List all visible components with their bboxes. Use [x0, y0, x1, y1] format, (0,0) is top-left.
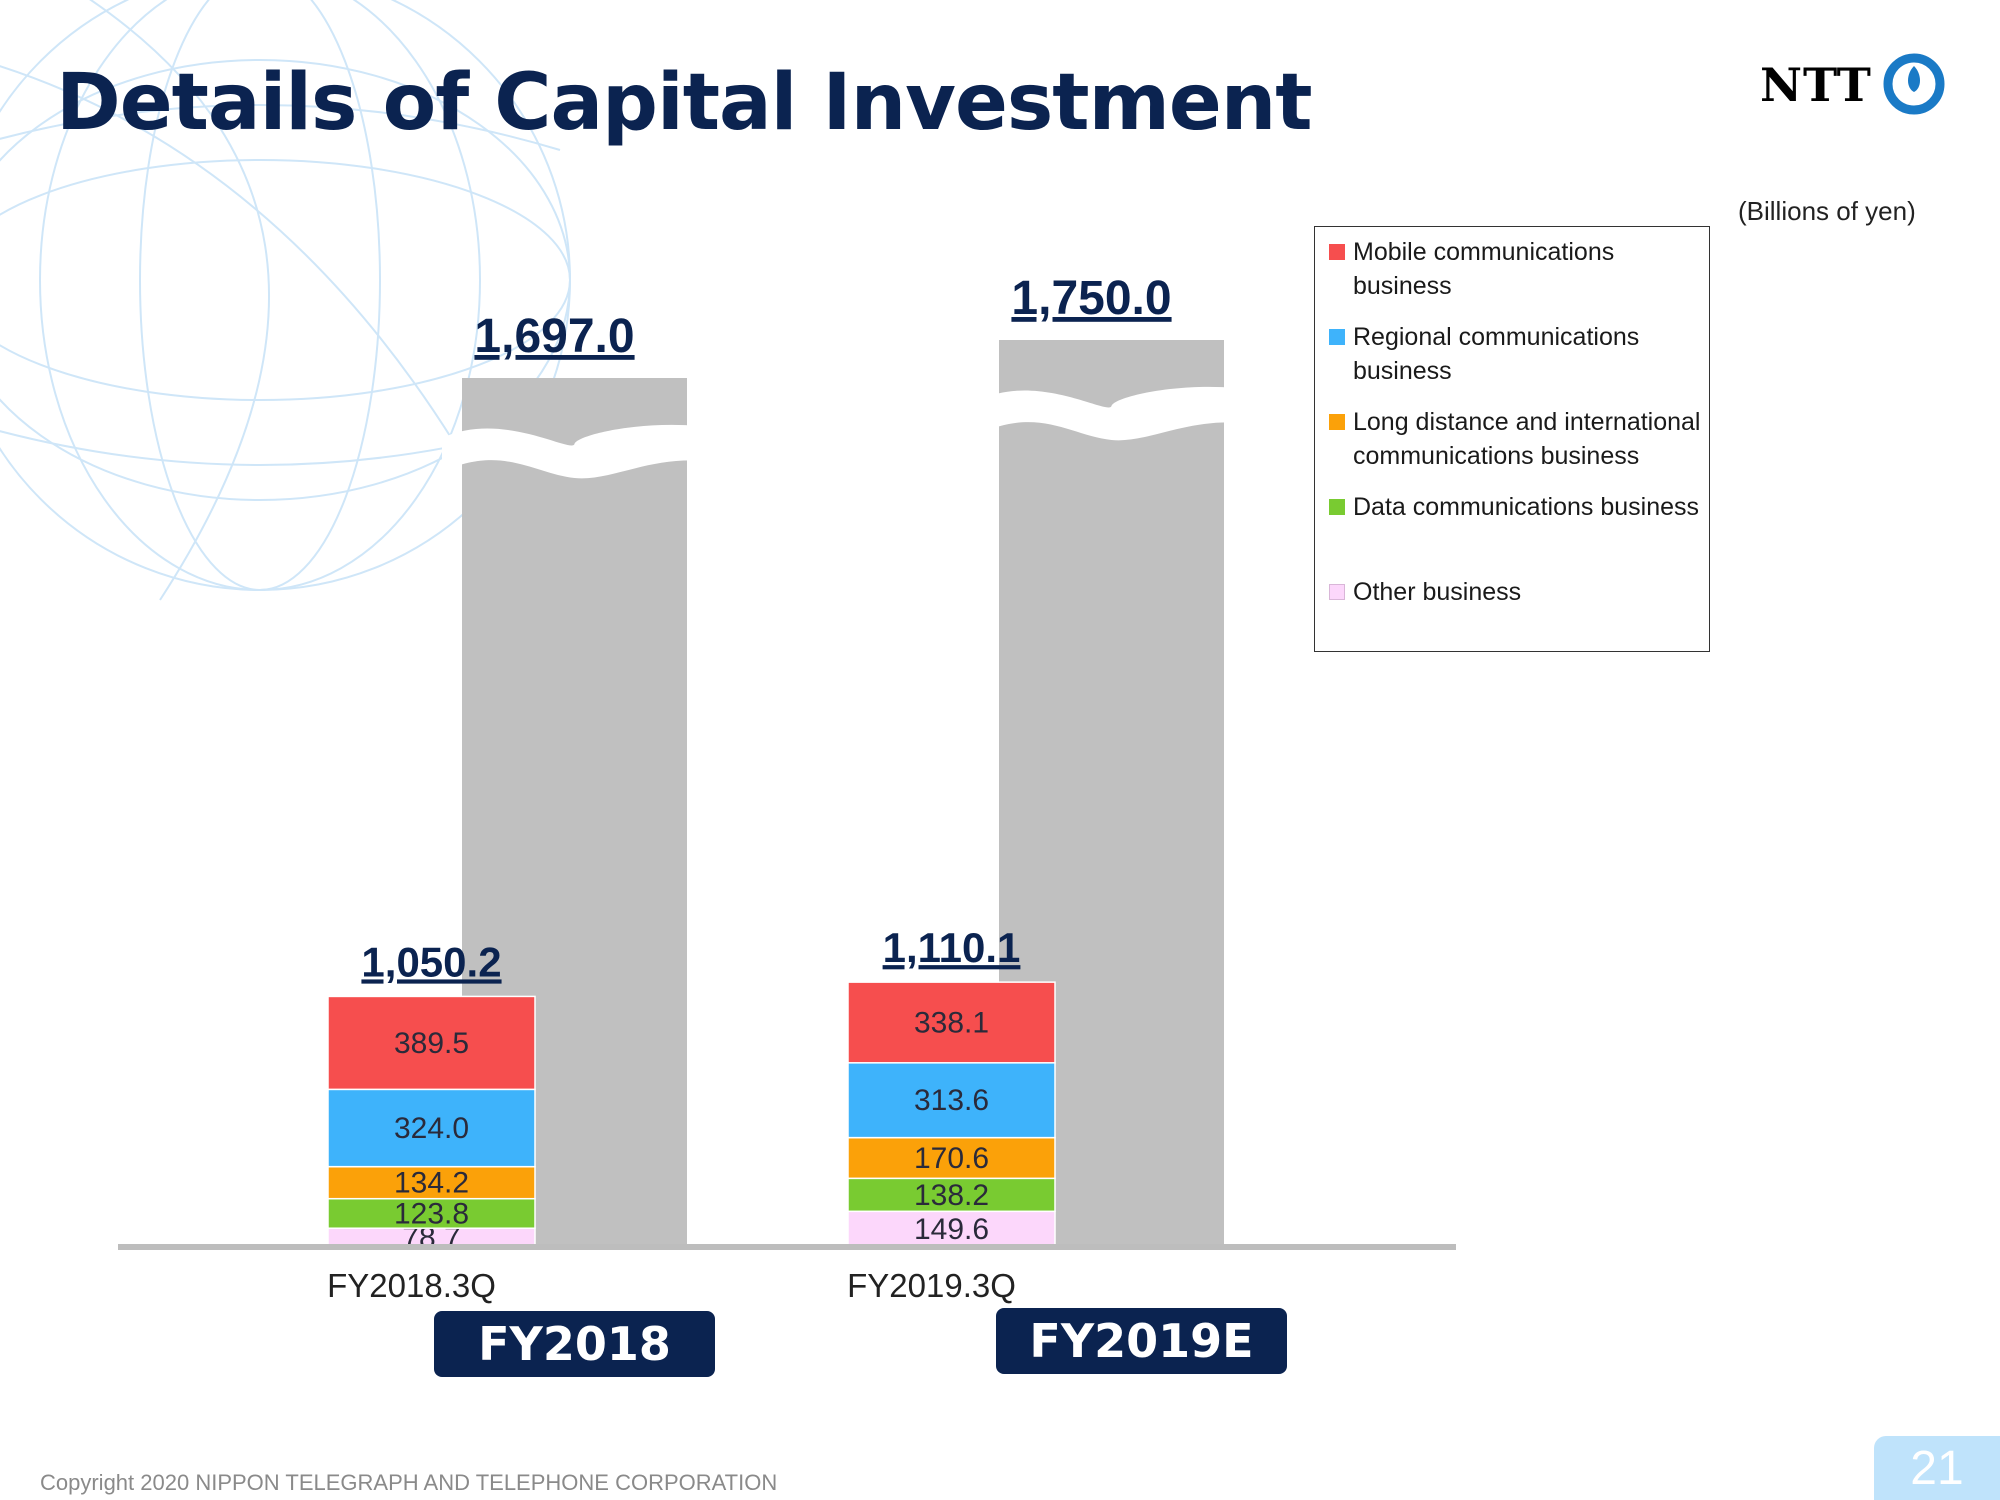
legend-swatch-data	[1329, 499, 1345, 515]
legend-label-regional: Regional communications business	[1353, 323, 1640, 385]
stacked-bar-segment-1-2	[847, 1136, 1056, 1180]
segment-value-label-0-1: 123.8	[394, 1197, 469, 1230]
stacked-bar-segment-0-2	[327, 1165, 536, 1200]
full-year-total-label-0: 1,697.0	[474, 310, 634, 363]
fy2019e-badge: FY2019E	[996, 1308, 1287, 1374]
axis-break-0	[442, 424, 727, 479]
segment-value-label-0-2: 134.2	[394, 1167, 469, 1200]
stacked-bar-segment-0-4	[327, 995, 536, 1091]
legend-label-data: Data communications business	[1353, 493, 1699, 521]
axis-break-1	[979, 386, 1264, 441]
legend-swatch-long-distance	[1329, 414, 1345, 430]
unit-note: (Billions of yen)	[1738, 196, 1916, 226]
legend-label-long-distance: Long distance and international communic…	[1353, 408, 1701, 470]
stacked-bar-segment-1-3	[847, 1062, 1056, 1139]
page-title: Details of Capital Investment	[56, 58, 1313, 148]
segment-value-label-1-1: 138.2	[914, 1179, 989, 1212]
stacked-bar-segment-0-1	[327, 1197, 536, 1229]
segment-value-label-1-0: 149.6	[914, 1213, 989, 1246]
segment-value-label-1-3: 313.6	[914, 1084, 989, 1117]
ntt-logo-icon	[1883, 53, 1945, 115]
legend-swatch-regional	[1329, 329, 1345, 345]
full-year-total-label-1: 1,750.0	[1011, 272, 1171, 325]
legend-swatch-other	[1329, 584, 1345, 600]
stacked-bar-segment-1-4	[847, 981, 1056, 1064]
legend-label-other: Other business	[1353, 578, 1522, 606]
copyright-text: Copyright 2020 NIPPON TELEGRAPH AND TELE…	[40, 1470, 778, 1495]
fy2018-badge: FY2018	[434, 1311, 715, 1377]
total-label-1: 1,110.1	[883, 924, 1021, 971]
logo-wordmark: NTT	[1760, 58, 1872, 112]
total-label-0: 1,050.2	[361, 938, 501, 985]
chart-legend: Mobile communications business Regional …	[1314, 226, 1710, 652]
segment-value-label-1-4: 338.1	[914, 1006, 989, 1039]
stacked-bar-segment-0-3	[327, 1088, 536, 1168]
category-label-1: FY2019.3Q	[847, 1267, 1016, 1304]
segment-value-label-1-2: 170.6	[914, 1142, 989, 1175]
page-number: 21	[1874, 1436, 2000, 1500]
category-label-0: FY2018.3Q	[327, 1267, 496, 1304]
segment-value-label-0-4: 389.5	[394, 1027, 469, 1060]
legend-label-mobile: Mobile communications business	[1353, 238, 1615, 300]
ntt-logo: NTT	[1760, 50, 1950, 122]
segment-value-label-0-3: 324.0	[394, 1112, 469, 1145]
legend-swatch-mobile	[1329, 244, 1345, 260]
